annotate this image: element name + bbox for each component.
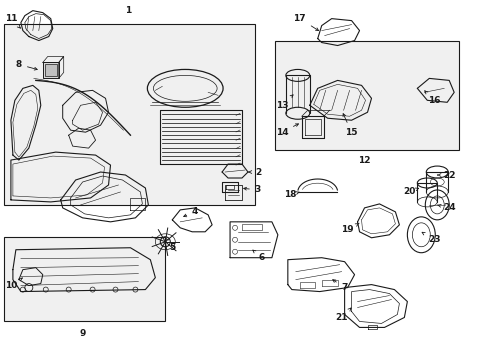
Text: 1: 1	[125, 6, 131, 15]
Text: 2: 2	[248, 167, 261, 176]
Text: 11: 11	[5, 14, 20, 28]
Text: 23: 23	[421, 232, 440, 244]
Text: 6: 6	[252, 250, 264, 262]
Bar	[45, 64, 57, 76]
Text: 10: 10	[5, 278, 22, 290]
Text: 4: 4	[183, 207, 198, 217]
Text: 8: 8	[16, 60, 37, 70]
Text: 14: 14	[275, 124, 298, 137]
Text: 12: 12	[358, 156, 370, 165]
Text: 18: 18	[283, 190, 299, 199]
Text: 3: 3	[243, 185, 261, 194]
Text: 21: 21	[335, 308, 350, 322]
Text: 19: 19	[341, 223, 358, 234]
Text: 17: 17	[293, 14, 318, 31]
Bar	[4, 237, 165, 321]
Text: 7: 7	[332, 280, 347, 292]
Text: 15: 15	[343, 114, 357, 137]
Text: 20: 20	[402, 188, 418, 197]
Text: 22: 22	[436, 171, 454, 180]
Text: 24: 24	[437, 203, 455, 212]
Bar	[42, 62, 59, 78]
Bar	[4, 24, 254, 205]
Bar	[274, 41, 458, 150]
Text: 16: 16	[424, 91, 440, 105]
Text: 13: 13	[275, 95, 292, 110]
Text: 5: 5	[165, 238, 175, 252]
Text: 9: 9	[79, 329, 85, 338]
